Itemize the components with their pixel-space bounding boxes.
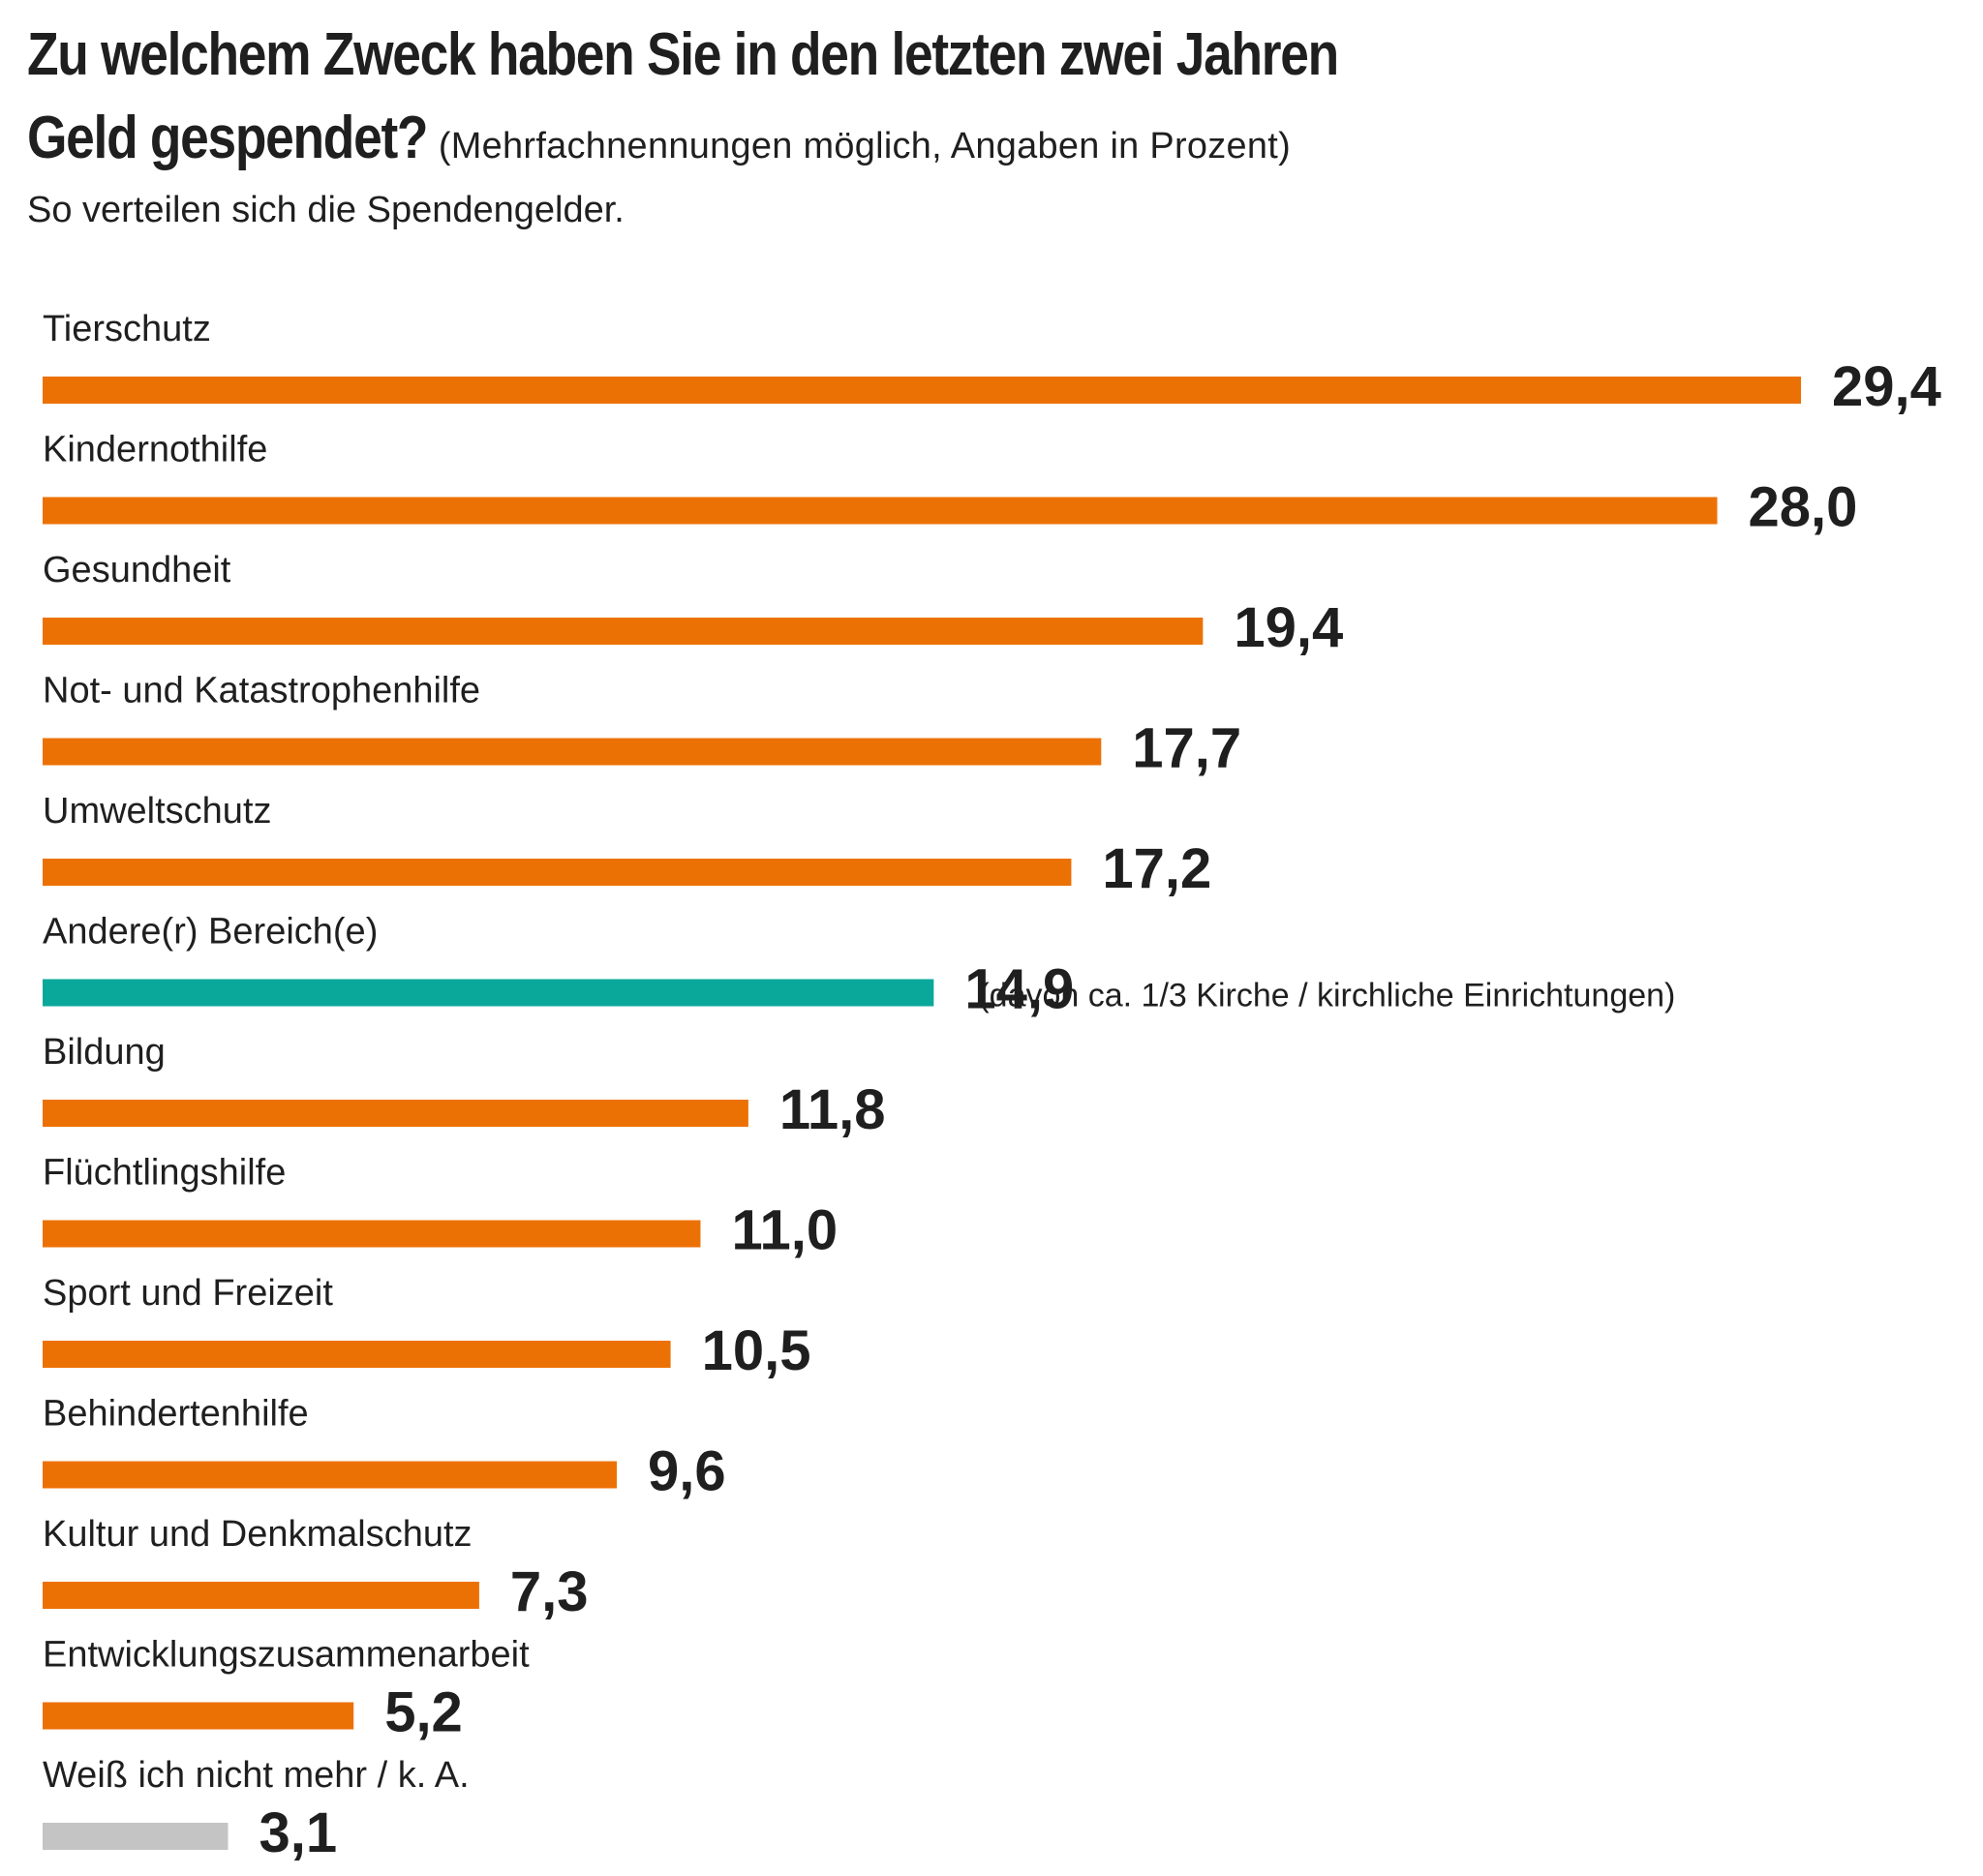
chart-title-question: Geld gespendet? xyxy=(27,105,428,171)
bar-row-umweltschutz: Umweltschutz 17,2 xyxy=(43,791,1211,900)
category-label-andere-r-bereich-e: Andere(r) Bereich(e) xyxy=(43,912,378,953)
value-label-behindertenhilfe: 9,6 xyxy=(648,1440,726,1503)
bar-row-kindernothilfe: Kindernothilfe 28,0 xyxy=(43,430,1857,539)
bar-row-not-und-katastrophenhilfe: Not- und Katastrophenhilfe 17,7 xyxy=(43,671,1241,780)
value-label-gesundheit: 19,4 xyxy=(1234,596,1343,659)
category-label-entwicklungszusammenarbeit: Entwicklungszusammenarbeit xyxy=(43,1635,530,1676)
chart-title-line-2: Geld gespendet? (Mehrfachnennungen möglic… xyxy=(27,97,1684,188)
bar-kindernothilfe xyxy=(43,497,1718,525)
bar-bildung xyxy=(43,1100,748,1127)
category-label-umweltschutz: Umweltschutz xyxy=(43,791,272,832)
category-label-sport-und-freizeit: Sport und Freizeit xyxy=(43,1273,333,1314)
bar-row-weiss-ich-nicht-mehr-k-a: Weiß ich nicht mehr / k. A. 3,1 xyxy=(43,1755,470,1864)
bar-row-kultur-und-denkmalschutz: Kultur und Denkmalschutz 7,3 xyxy=(43,1514,589,1623)
value-label-weiss-ich-nicht-mehr-k-a: 3,1 xyxy=(259,1801,337,1864)
bar-row-fluechtlingshilfe: Flüchtlingshilfe 11,0 xyxy=(43,1153,838,1262)
value-label-kindernothilfe: 28,0 xyxy=(1749,476,1858,539)
bar-row-bildung: Bildung 11,8 xyxy=(43,1032,886,1141)
annotation-andere-r-bereich-e: (davon ca. 1/3 Kirche / kirchliche Einri… xyxy=(978,978,1675,1014)
bar-tierschutz xyxy=(43,377,1801,404)
value-label-bildung: 11,8 xyxy=(779,1078,886,1141)
bar-row-behindertenhilfe: Behindertenhilfe 9,6 xyxy=(43,1394,726,1503)
category-label-bildung: Bildung xyxy=(43,1032,166,1073)
bar-fluechtlingshilfe xyxy=(43,1220,701,1248)
bar-row-tierschutz: Tierschutz 29,4 xyxy=(43,309,1941,418)
bar-row-andere-r-bereich-e: Andere(r) Bereich(e) 14,9(davon ca. 1/3 K… xyxy=(43,912,1675,1021)
chart-subtitle: So verteilen sich die Spendengelder. xyxy=(27,190,625,230)
category-label-kultur-und-denkmalschutz: Kultur und Denkmalschutz xyxy=(43,1514,473,1555)
value-label-tierschutz: 29,4 xyxy=(1832,355,1941,418)
category-label-gesundheit: Gesundheit xyxy=(43,550,231,590)
bar-entwicklungszusammenarbeit xyxy=(43,1702,354,1730)
bar-kultur-und-denkmalschutz xyxy=(43,1582,479,1609)
value-label-umweltschutz: 17,2 xyxy=(1102,837,1211,900)
category-label-not-und-katastrophenhilfe: Not- und Katastrophenhilfe xyxy=(43,671,480,711)
chart-title-note: (Mehrfachnennungen möglich, Angaben in P… xyxy=(439,126,1292,166)
bar-row-entwicklungszusammenarbeit: Entwicklungszusammenarbeit 5,2 xyxy=(43,1635,530,1744)
value-label-sport-und-freizeit: 10,5 xyxy=(702,1319,811,1382)
value-label-andere-r-bereich-e: 14,9 xyxy=(964,958,1074,1021)
value-label-kultur-und-denkmalschutz: 7,3 xyxy=(510,1560,589,1623)
category-label-kindernothilfe: Kindernothilfe xyxy=(43,430,267,470)
bar-not-und-katastrophenhilfe xyxy=(43,738,1102,766)
bar-row-sport-und-freizeit: Sport und Freizeit 10,5 xyxy=(43,1273,810,1382)
category-label-tierschutz: Tierschutz xyxy=(43,309,211,349)
chart-title-line-1: Zu welchem Zweck haben Sie in den letzte… xyxy=(27,21,1339,88)
bar-umweltschutz xyxy=(43,859,1072,886)
bar-sport-und-freizeit xyxy=(43,1341,671,1368)
bar-gesundheit xyxy=(43,618,1204,645)
bar-behindertenhilfe xyxy=(43,1461,617,1489)
category-label-behindertenhilfe: Behindertenhilfe xyxy=(43,1394,309,1435)
category-label-fluechtlingshilfe: Flüchtlingshilfe xyxy=(43,1153,286,1194)
value-label-entwicklungszusammenarbeit: 5,2 xyxy=(384,1681,463,1744)
category-label-weiss-ich-nicht-mehr-k-a: Weiß ich nicht mehr / k. A. xyxy=(43,1755,470,1796)
chart-title: Zu welchem Zweck haben Sie in den letzte… xyxy=(27,14,1684,188)
bar-row-gesundheit: Gesundheit 19,4 xyxy=(43,550,1343,659)
bar-andere-r-bereich-e xyxy=(43,979,934,1007)
value-label-not-und-katastrophenhilfe: 17,7 xyxy=(1132,717,1241,780)
bar-weiss-ich-nicht-mehr-k-a xyxy=(43,1823,229,1850)
value-label-fluechtlingshilfe: 11,0 xyxy=(731,1199,838,1262)
